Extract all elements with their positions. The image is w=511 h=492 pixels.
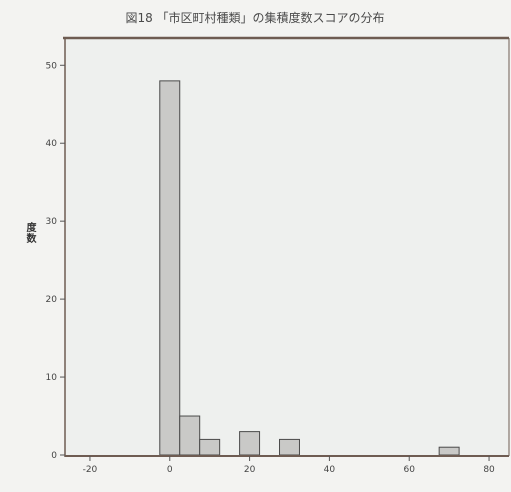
histogram-bar [179, 415, 201, 456]
y-axis-label: 度数 [24, 222, 35, 244]
bars-group [159, 80, 460, 456]
plot-area [65, 38, 509, 455]
x-tick-label: -20 [83, 465, 98, 475]
y-tick-label: 50 [46, 61, 58, 71]
y-tick-label: 10 [46, 373, 58, 383]
histogram-bar [199, 438, 221, 456]
histogram-bar [279, 438, 300, 456]
histogram-bar [438, 446, 460, 456]
chart-title: 図18 「市区町村種類」の集積度数スコアの分布 [125, 10, 384, 25]
y-tick-label: 30 [46, 217, 58, 227]
x-tick-label: 60 [403, 465, 415, 475]
x-tick-label: 0 [167, 465, 173, 475]
x-tick-label: 40 [324, 465, 336, 475]
y-tick-label: 20 [46, 295, 58, 305]
axes-group: 0 10 20 30 40 50 -20 0 20 40 60 80 [46, 36, 510, 475]
histogram-bar [239, 431, 261, 456]
histogram-bar [159, 80, 181, 456]
x-tick-label: 20 [244, 465, 256, 475]
y-tick-label: 0 [51, 451, 57, 461]
x-tick-label: 80 [483, 465, 495, 475]
y-tick-label: 40 [46, 139, 58, 149]
